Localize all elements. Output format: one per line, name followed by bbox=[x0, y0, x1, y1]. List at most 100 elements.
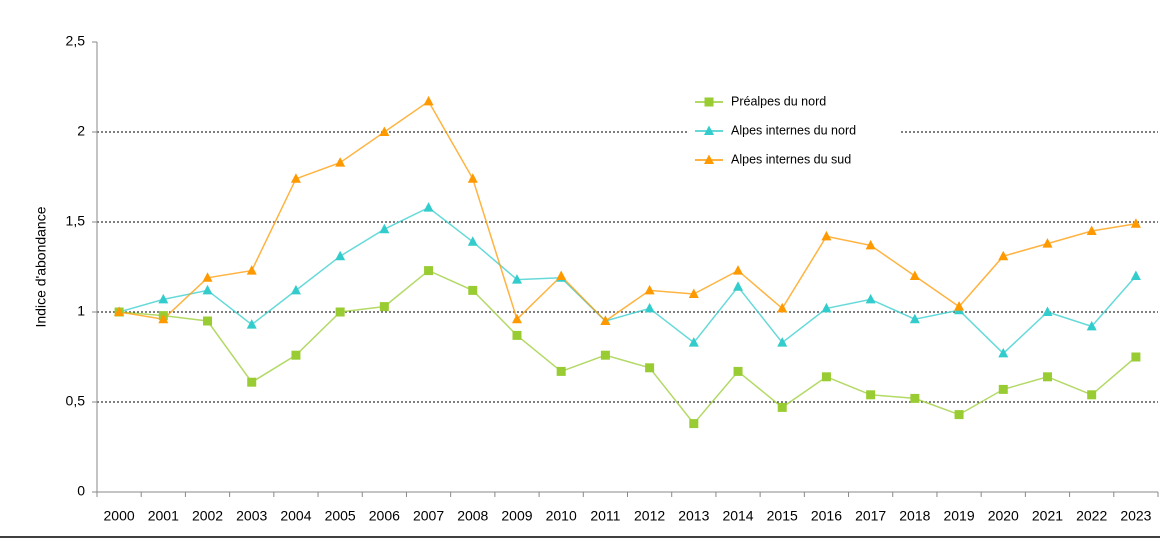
point bbox=[247, 377, 257, 387]
y-tick-label: 1,5 bbox=[66, 213, 86, 229]
point bbox=[158, 313, 169, 324]
point bbox=[644, 284, 655, 295]
point bbox=[158, 293, 169, 304]
point bbox=[1042, 372, 1052, 382]
point bbox=[733, 265, 744, 275]
x-tick-label: 2019 bbox=[943, 508, 974, 524]
point bbox=[1042, 238, 1053, 248]
point bbox=[909, 313, 920, 324]
x-tick-label: 2022 bbox=[1076, 508, 1107, 524]
point bbox=[290, 284, 301, 295]
point bbox=[645, 363, 655, 373]
point bbox=[704, 125, 714, 135]
point bbox=[423, 202, 434, 212]
point bbox=[512, 330, 522, 340]
point bbox=[777, 402, 787, 412]
x-tick-label: 2014 bbox=[722, 508, 753, 524]
y-tick-label: 2 bbox=[77, 123, 85, 139]
point bbox=[910, 393, 920, 403]
x-tick-label: 2005 bbox=[325, 508, 356, 524]
point bbox=[335, 157, 346, 167]
x-tick-label: 2016 bbox=[811, 508, 842, 524]
x-tick-label: 2023 bbox=[1120, 508, 1151, 524]
point bbox=[704, 97, 714, 107]
point bbox=[467, 173, 478, 183]
x-tick-label: 2009 bbox=[501, 508, 532, 524]
point bbox=[821, 230, 832, 241]
x-tick-label: 2007 bbox=[413, 508, 444, 524]
x-tick-label: 2015 bbox=[767, 508, 798, 524]
x-tick-label: 2017 bbox=[855, 508, 886, 524]
x-tick-label: 2006 bbox=[369, 508, 400, 524]
point bbox=[600, 315, 611, 325]
point bbox=[1042, 306, 1053, 316]
point bbox=[1130, 218, 1141, 228]
legend-box bbox=[688, 88, 900, 174]
x-tick-label: 2002 bbox=[192, 508, 223, 524]
point bbox=[468, 285, 478, 295]
point bbox=[688, 337, 699, 347]
y-tick-label: 0,5 bbox=[66, 393, 86, 409]
point bbox=[954, 410, 964, 420]
point bbox=[777, 302, 788, 313]
x-tick-label: 2004 bbox=[280, 508, 311, 524]
point bbox=[1131, 352, 1141, 362]
point bbox=[865, 293, 876, 304]
legend-label: Préalpes du nord bbox=[731, 94, 826, 108]
point bbox=[866, 390, 876, 400]
point bbox=[821, 302, 832, 313]
point bbox=[688, 288, 699, 298]
point bbox=[556, 366, 566, 376]
x-tick-label: 2012 bbox=[634, 508, 665, 524]
point bbox=[291, 350, 301, 360]
x-tick-label: 2000 bbox=[104, 508, 135, 524]
point bbox=[114, 306, 125, 316]
point bbox=[379, 302, 389, 312]
point bbox=[1087, 390, 1097, 400]
point bbox=[998, 347, 1009, 358]
x-tick-label: 2013 bbox=[678, 508, 709, 524]
point bbox=[246, 265, 257, 275]
y-axis-label: Indice d'abondance bbox=[33, 206, 49, 327]
point bbox=[954, 301, 965, 311]
point bbox=[821, 372, 831, 382]
point bbox=[704, 154, 714, 164]
x-tick-label: 2011 bbox=[590, 508, 620, 524]
point bbox=[1086, 320, 1097, 331]
series-line bbox=[118, 100, 1137, 322]
point bbox=[202, 284, 213, 295]
legend: Préalpes du nord Alpes internes du nord Al… bbox=[688, 88, 900, 174]
x-tick-label: 2021 bbox=[1032, 508, 1063, 524]
point bbox=[998, 250, 1009, 261]
x-tick-label: 2003 bbox=[236, 508, 267, 524]
series-line bbox=[119, 269, 1137, 425]
point bbox=[335, 307, 345, 317]
point bbox=[511, 313, 522, 324]
point bbox=[379, 223, 390, 234]
point bbox=[865, 239, 876, 250]
x-tick-label: 2018 bbox=[899, 508, 930, 524]
x-tick-label: 2010 bbox=[546, 508, 577, 524]
series-line bbox=[118, 206, 1137, 355]
x-tick-label: 2001 bbox=[148, 508, 179, 524]
point bbox=[689, 419, 699, 429]
point bbox=[998, 384, 1008, 394]
point bbox=[556, 270, 567, 280]
point bbox=[733, 366, 743, 376]
legend-label: Alpes internes du nord bbox=[731, 123, 856, 137]
y-tick-label: 0 bbox=[77, 483, 85, 499]
point bbox=[511, 274, 522, 284]
point bbox=[424, 266, 434, 276]
point bbox=[290, 173, 301, 183]
point bbox=[600, 350, 610, 360]
y-tick-label: 1 bbox=[77, 303, 85, 319]
x-tick-label: 2020 bbox=[988, 508, 1019, 524]
point bbox=[335, 250, 346, 261]
point bbox=[203, 316, 213, 326]
point bbox=[909, 270, 920, 280]
x-tick-label: 2008 bbox=[457, 508, 488, 524]
y-tick-label: 2,5 bbox=[66, 33, 86, 49]
point bbox=[733, 281, 744, 291]
point bbox=[1086, 225, 1097, 235]
